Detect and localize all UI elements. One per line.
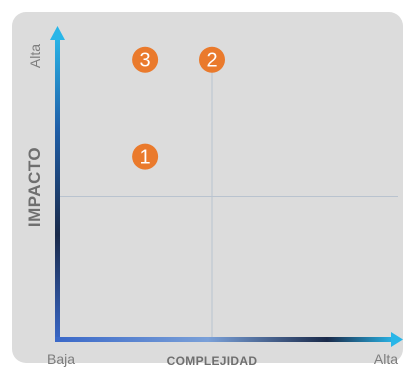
point-3: 3 — [132, 46, 159, 73]
points-layer: 1 2 3 — [132, 46, 225, 170]
x-axis-label: COMPLEJIDAD — [167, 354, 258, 368]
x-axis-arrow-icon — [391, 332, 403, 347]
point-marker — [132, 46, 159, 73]
point-label: 1 — [140, 147, 151, 169]
y-axis-line — [55, 36, 60, 342]
point-label: 3 — [140, 50, 151, 72]
point-1: 1 — [132, 143, 159, 170]
y-tick-high: Alta — [27, 44, 43, 68]
x-tick-high: Alta — [374, 351, 398, 367]
point-marker — [199, 46, 225, 73]
point-2: 2 — [199, 46, 225, 73]
x-tick-low: Baja — [47, 351, 75, 367]
x-axis-line — [55, 337, 395, 342]
point-label: 2 — [206, 50, 217, 72]
y-axis-label: IMPACTO — [25, 147, 44, 227]
y-axis-arrow-icon — [50, 26, 65, 40]
plot-background — [12, 12, 403, 363]
point-marker — [132, 143, 159, 170]
